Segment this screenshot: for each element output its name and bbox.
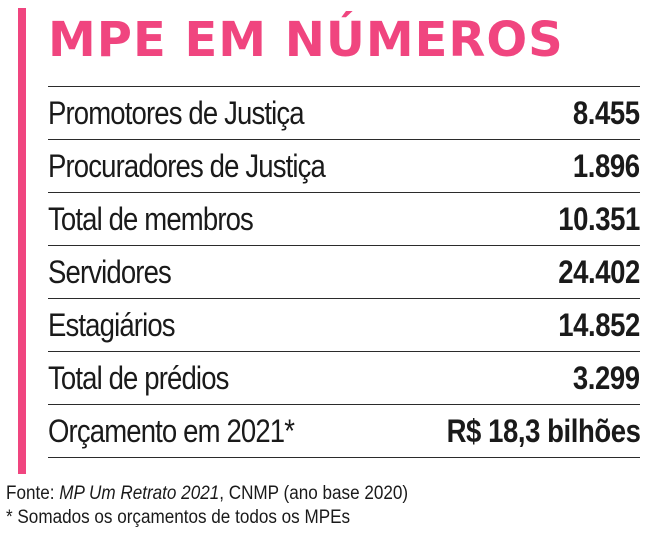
table-row: Total de membros 10.351 bbox=[48, 193, 640, 246]
source-line: Fonte: MP Um Retrato 2021, CNMP (ano bas… bbox=[6, 482, 408, 506]
row-label: Total de membros bbox=[48, 200, 254, 237]
row-value: R$ 18,3 bilhões bbox=[446, 412, 640, 449]
row-label: Total de prédios bbox=[48, 359, 229, 396]
source-prefix: Fonte: bbox=[6, 483, 60, 504]
row-label: Orçamento em 2021* bbox=[48, 412, 295, 449]
row-value: 24.402 bbox=[558, 253, 640, 290]
row-value: 1.896 bbox=[573, 147, 640, 184]
table-row: Orçamento em 2021* R$ 18,3 bilhões bbox=[48, 405, 640, 458]
table-row: Promotores de Justiça 8.455 bbox=[48, 87, 640, 140]
row-label: Servidores bbox=[48, 253, 172, 290]
table-row: Procuradores de Justiça 1.896 bbox=[48, 140, 640, 193]
table-row: Total de prédios 3.299 bbox=[48, 352, 640, 405]
row-label: Procuradores de Justiça bbox=[48, 147, 326, 184]
row-value: 14.852 bbox=[558, 306, 640, 343]
row-value: 8.455 bbox=[573, 94, 640, 131]
accent-bar bbox=[18, 8, 26, 474]
source-suffix: , CNMP (ano base 2020) bbox=[219, 483, 409, 504]
footnote: * Somados os orçamentos de todos os MPEs bbox=[6, 507, 351, 528]
row-label: Promotores de Justiça bbox=[48, 94, 305, 131]
row-label: Estagiários bbox=[48, 306, 176, 343]
page-title: MPE EM NÚMEROS bbox=[48, 12, 564, 68]
row-value: 3.299 bbox=[573, 359, 640, 396]
row-value: 10.351 bbox=[558, 200, 640, 237]
table-row: Servidores 24.402 bbox=[48, 246, 640, 299]
table-row: Estagiários 14.852 bbox=[48, 299, 640, 352]
footer: Fonte: MP Um Retrato 2021, CNMP (ano bas… bbox=[6, 482, 408, 530]
source-title: MP Um Retrato 2021 bbox=[59, 483, 220, 504]
stats-table: Promotores de Justiça 8.455 Procuradores… bbox=[48, 86, 640, 458]
